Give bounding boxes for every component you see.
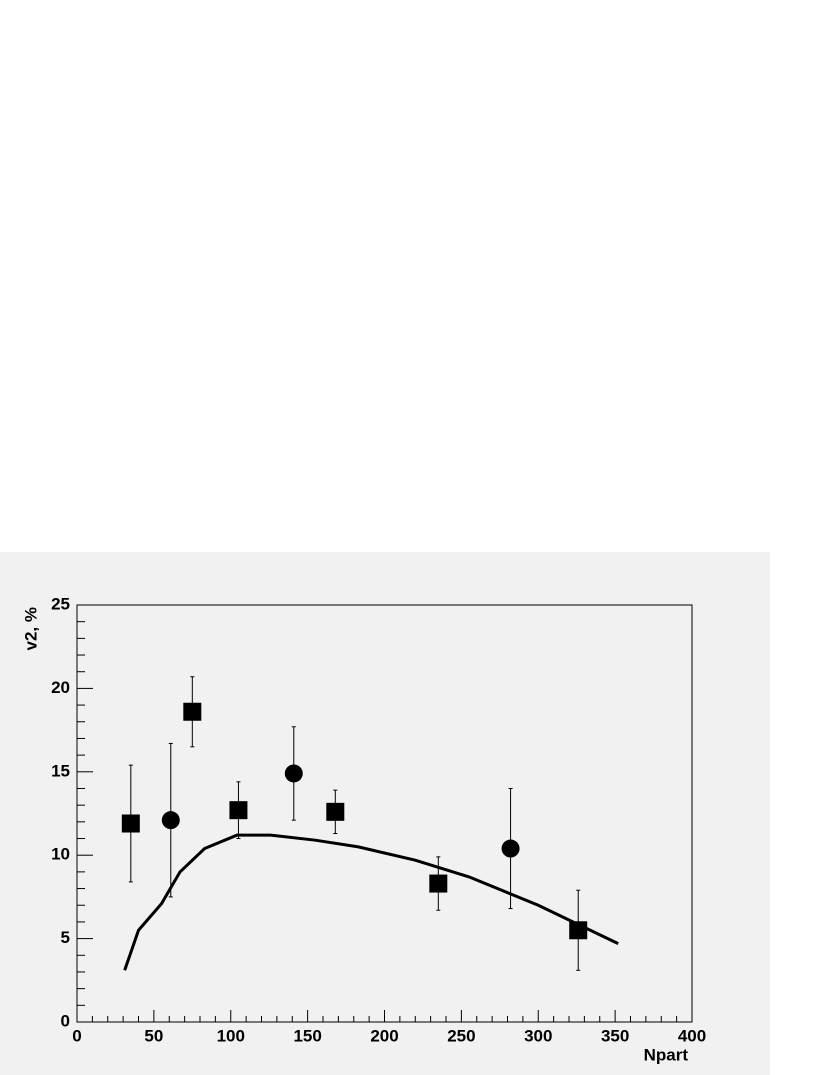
x-axis-label: Npart: [644, 1045, 689, 1064]
x-tick-label: 50: [144, 1026, 163, 1045]
x-tick-label: 250: [447, 1026, 475, 1045]
y-tick-label: 25: [51, 594, 70, 613]
square-marker: [121, 814, 140, 833]
circle-marker: [284, 764, 303, 783]
y-tick-label: 5: [61, 928, 70, 947]
x-tick-label: 350: [601, 1026, 629, 1045]
y-axis-label: v2, %: [21, 607, 40, 650]
x-tick-label: 150: [293, 1026, 321, 1045]
square-marker: [429, 874, 448, 893]
y-tick-label: 15: [51, 761, 70, 780]
y-tick-label: 20: [51, 678, 70, 697]
x-tick-label: 0: [72, 1026, 81, 1045]
square-marker: [229, 801, 248, 820]
x-tick-label: 200: [370, 1026, 398, 1045]
x-tick-label: 300: [524, 1026, 552, 1045]
chart-panel: [0, 552, 770, 1075]
square-marker: [326, 802, 345, 821]
circle-marker: [501, 839, 520, 858]
x-tick-label: 100: [217, 1026, 245, 1045]
model-curve: [123, 833, 619, 971]
square-marker: [183, 702, 202, 721]
circle-marker: [161, 811, 180, 830]
y-tick-label: 10: [51, 845, 70, 864]
y-tick-label: 0: [61, 1011, 70, 1030]
x-tick-label: 400: [678, 1026, 706, 1045]
